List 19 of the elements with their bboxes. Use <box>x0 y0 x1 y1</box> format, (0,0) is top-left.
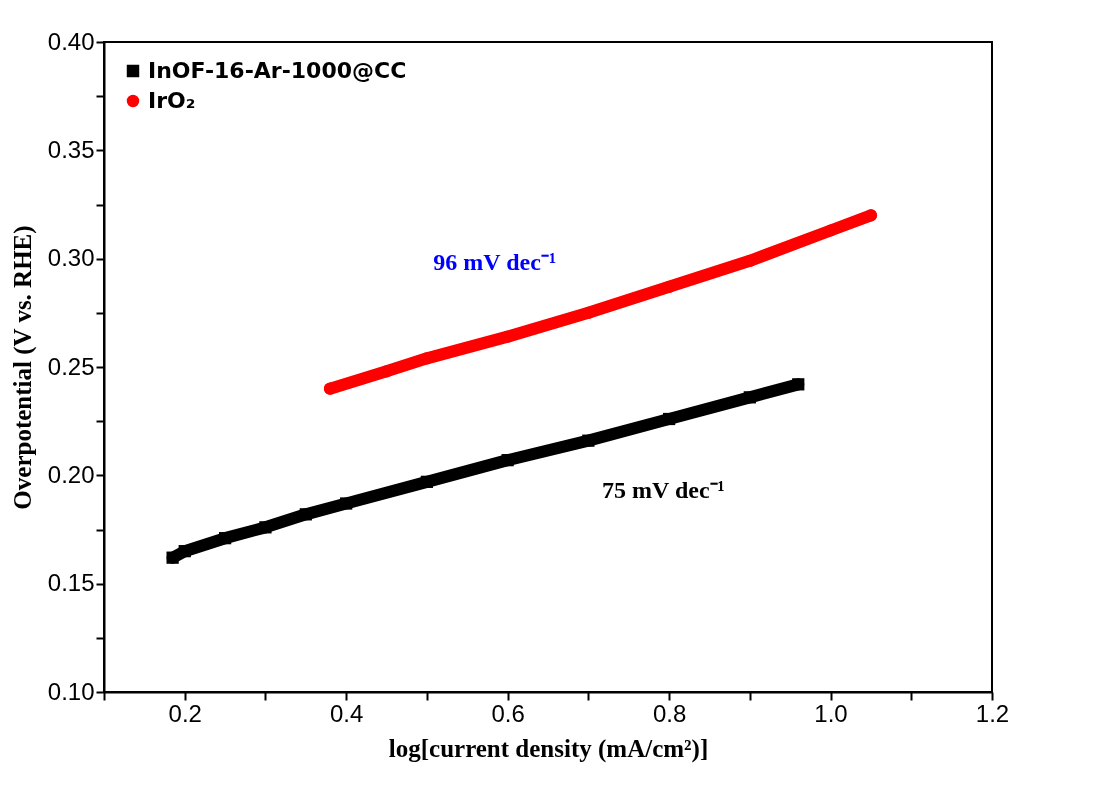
x-axis-title: log[current density (mA/cm²)] <box>388 734 709 763</box>
x-tick-label: 0.4 <box>329 699 364 727</box>
x-tick-label: 0.6 <box>491 699 525 727</box>
x-tick-label: 0.2 <box>168 699 202 727</box>
legend-label: IrO₂ <box>148 88 196 113</box>
y-tick-label: 0.25 <box>47 352 95 380</box>
annotation: 75 mV dec⁻¹ <box>602 476 725 503</box>
x-tick-label: 0.8 <box>652 699 687 727</box>
y-tick-label: 0.30 <box>47 244 95 272</box>
y-tick-label: 0.15 <box>47 569 95 597</box>
x-tick-label: 1.2 <box>975 699 1010 727</box>
legend-label: InOF-16-Ar-1000@CC <box>148 58 407 83</box>
y-tick-label: 0.40 <box>47 27 95 55</box>
y-axis-title: Overpotential (V vs. RHE) <box>8 225 37 510</box>
y-tick-label: 0.35 <box>47 135 95 163</box>
y-tick-label: 0.10 <box>47 677 95 705</box>
annotation: 96 mV dec⁻¹ <box>433 249 557 275</box>
y-tick-label: 0.20 <box>47 460 95 488</box>
x-tick-label: 1.0 <box>814 699 848 727</box>
